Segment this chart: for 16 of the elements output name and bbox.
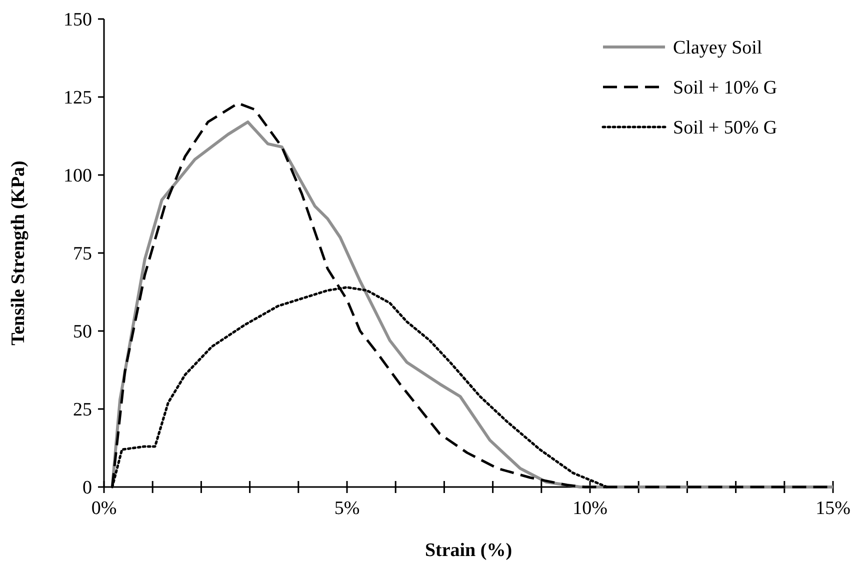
x-tick-label: 15% xyxy=(816,498,851,519)
y-tick-label: 75 xyxy=(73,244,92,265)
legend-label: Clayey Soil xyxy=(673,38,762,59)
legend-label: Soil + 10% G xyxy=(673,78,778,99)
x-axis-title: Strain (%) xyxy=(424,540,512,561)
y-tick-label: 125 xyxy=(64,88,92,109)
y-tick-label: 50 xyxy=(73,322,92,343)
x-tick-label: 0% xyxy=(91,498,117,519)
y-tick-label: 0 xyxy=(82,478,92,499)
y-tick-label: 100 xyxy=(64,166,92,187)
y-tick-label: 25 xyxy=(73,400,92,421)
y-tick-label: 150 xyxy=(64,10,92,31)
y-axis-title: Tensile Strength (KPa) xyxy=(8,160,29,346)
legend-label: Soil + 50% G xyxy=(673,118,778,139)
x-tick-label: 5% xyxy=(334,498,360,519)
x-tick-label: 10% xyxy=(572,498,608,519)
